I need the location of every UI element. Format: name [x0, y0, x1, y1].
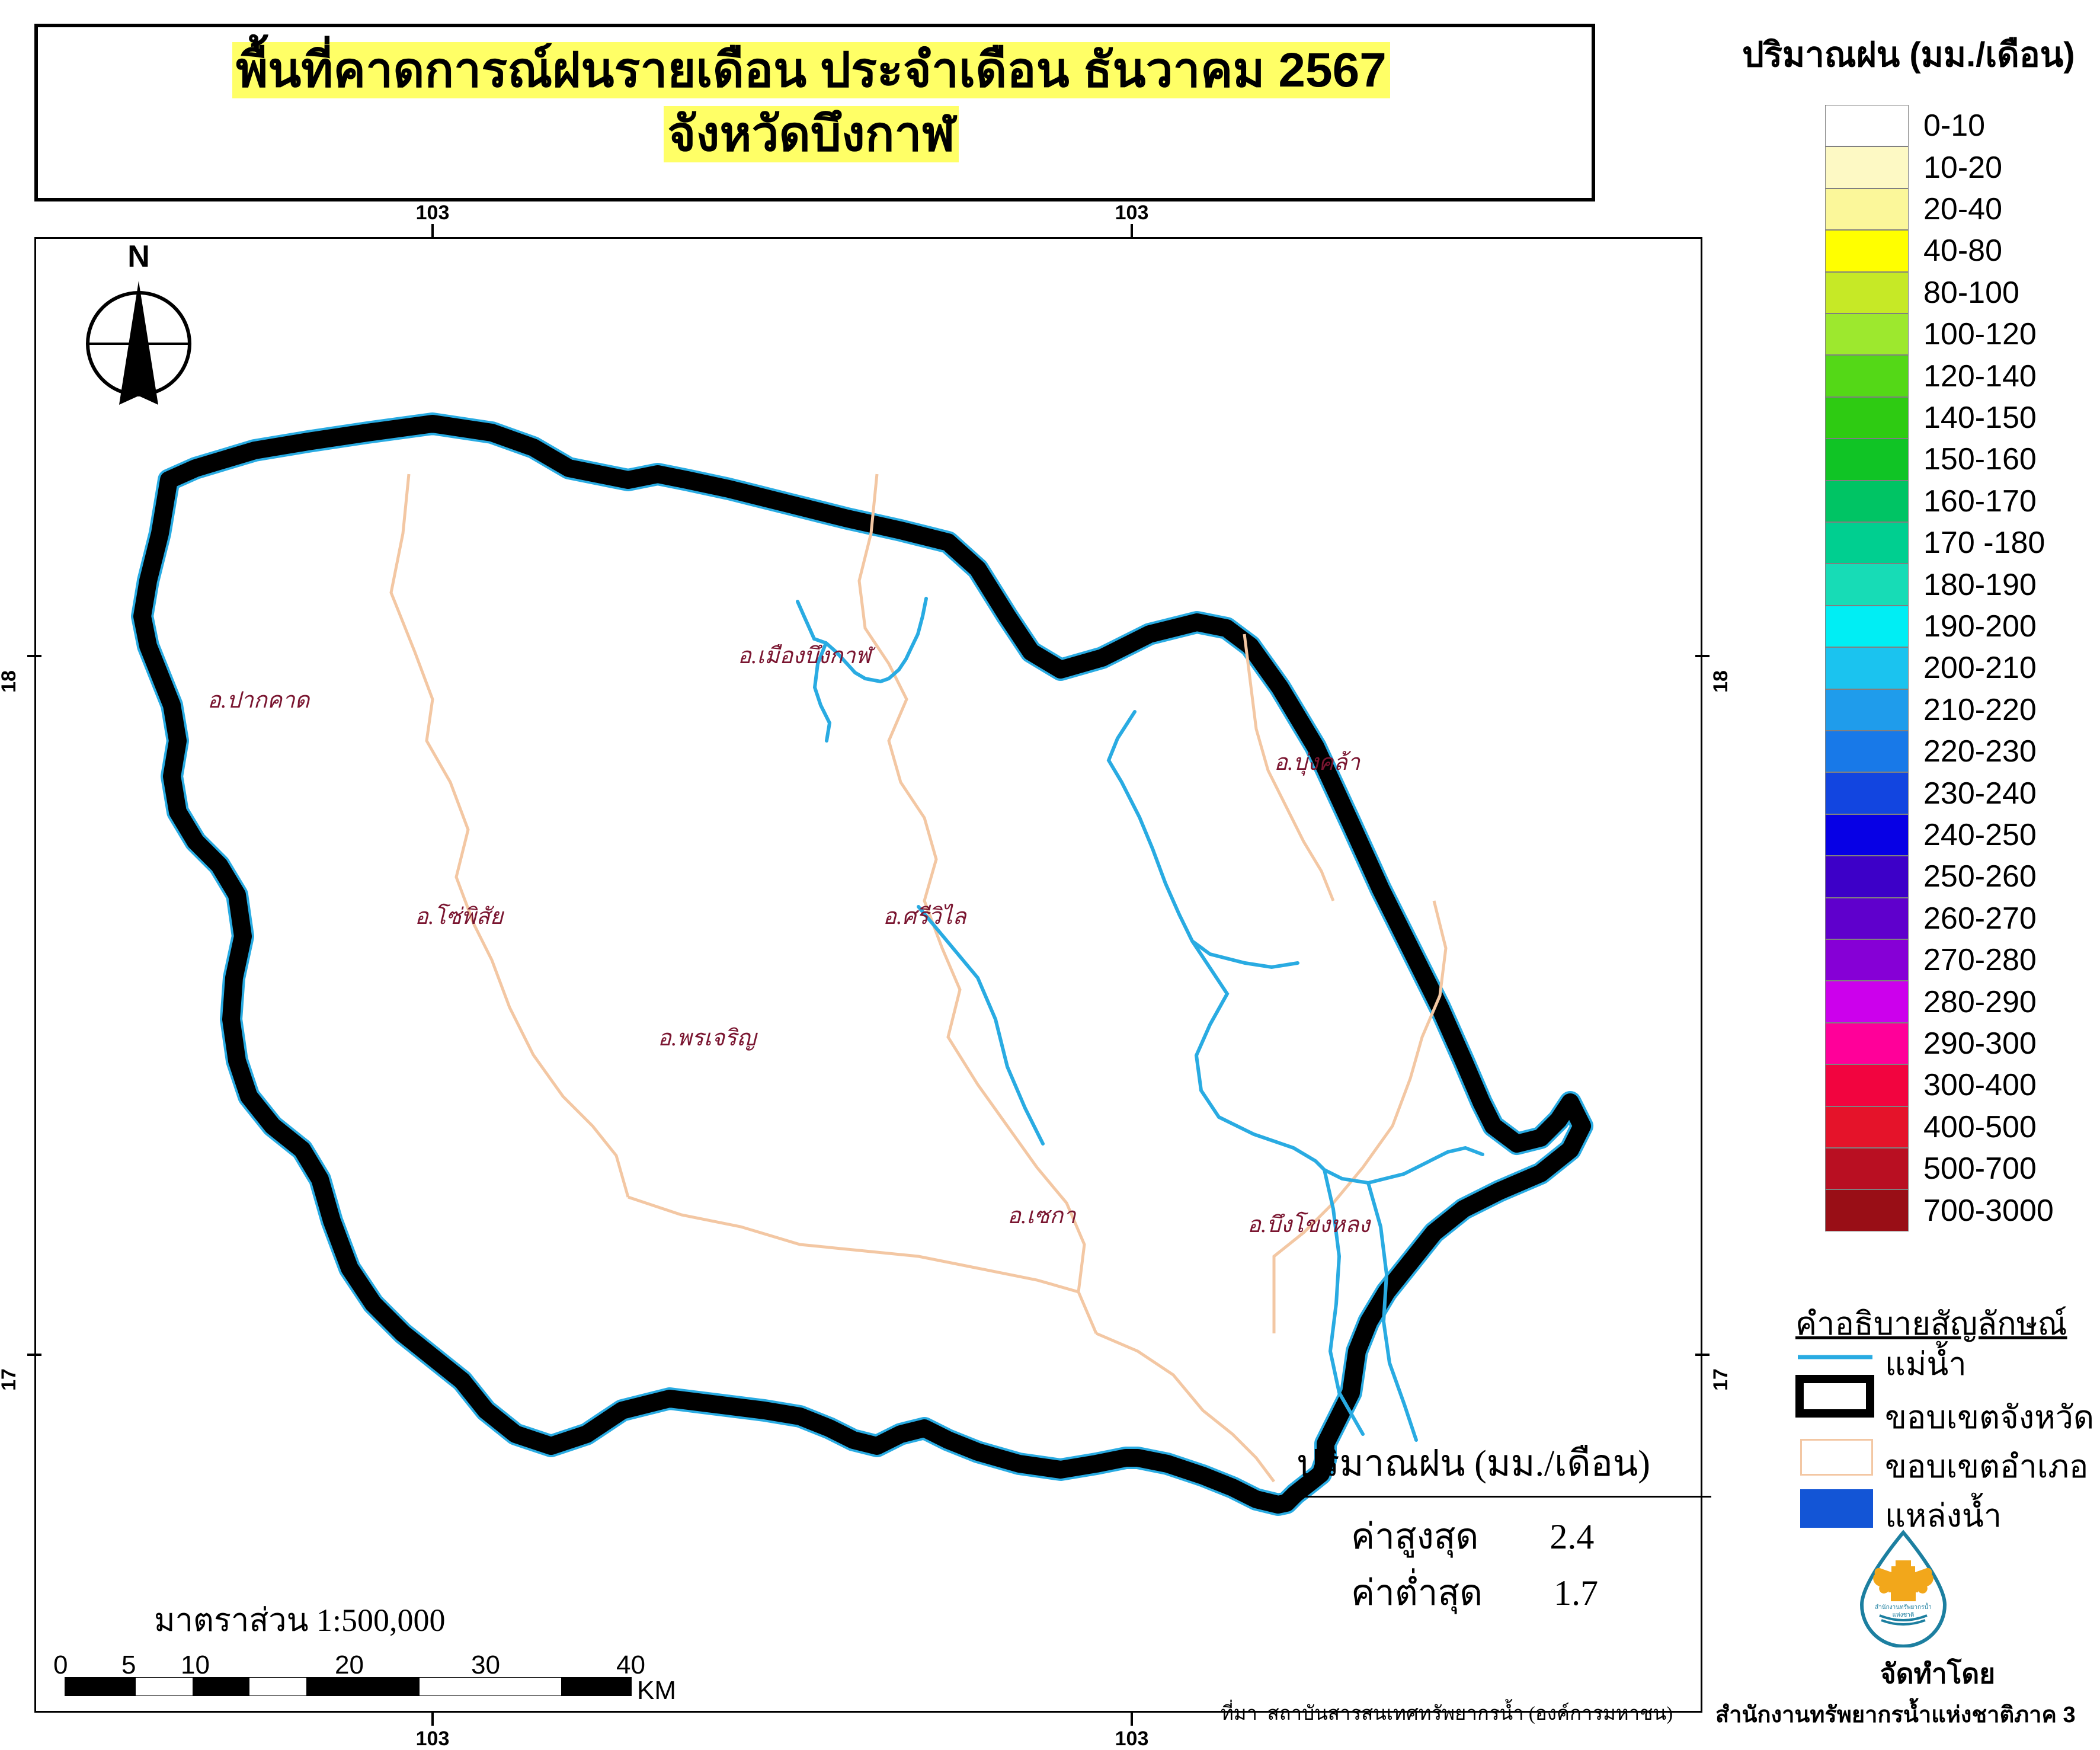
svg-text:แห่งชาติ: แห่งชาติ [1893, 1612, 1915, 1618]
svg-text:สำนักงานทรัพยากรน้ำ: สำนักงานทรัพยากรน้ำ [1875, 1602, 1932, 1611]
